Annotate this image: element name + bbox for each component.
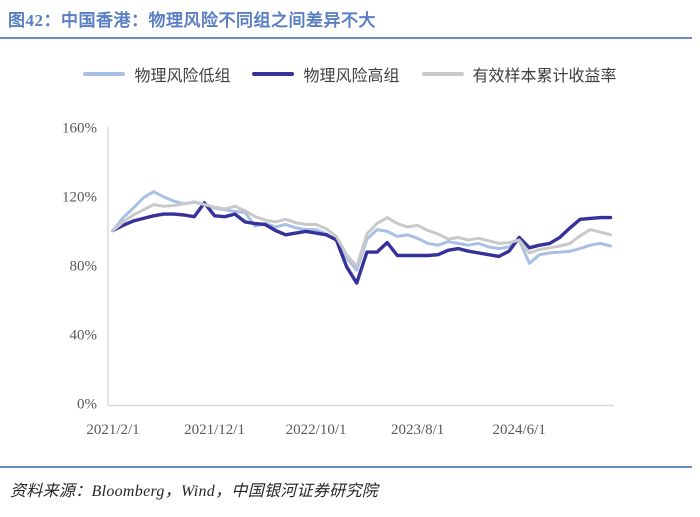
y-tick-label: 80% [70, 259, 98, 275]
legend-swatch [252, 72, 295, 76]
y-tick-label: 160% [62, 121, 97, 137]
series-line-2 [111, 200, 613, 269]
figure-title: 图42：中国香港：物理风险不同组之间差异不大 [8, 11, 376, 30]
y-tick-label: 120% [62, 190, 97, 206]
legend-item-1: 物理风险高组 [252, 62, 400, 86]
series-line-1 [111, 201, 613, 285]
legend-label: 有效样本累计收益率 [472, 68, 617, 85]
y-tick-label: 40% [70, 328, 98, 344]
x-tick-label: 2021/12/1 [184, 422, 245, 438]
legend-item-0: 物理风险低组 [83, 62, 230, 86]
x-tick-label: 2023/8/1 [391, 422, 444, 438]
legend-label: 物理风险低组 [134, 68, 231, 85]
line-chart: 0% 40% 80% 120% 160% 2021/2/1 2021/12/1 2022/10… [62, 121, 614, 438]
legend-swatch [83, 72, 126, 76]
legend-swatch [421, 72, 464, 76]
x-tick-label: 2022/10/1 [286, 422, 347, 438]
legend-label: 物理风险高组 [303, 68, 400, 85]
chart-legend: 物理风险低组 物理风险高组 有效样本累计收益率 [0, 62, 700, 86]
title-divider [0, 37, 692, 39]
chart-area: 0% 40% 80% 120% 160% 2021/2/1 2021/12/1 2022/10… [0, 100, 700, 445]
source-divider [0, 466, 692, 468]
source-note: 资料来源：Bloomberg，Wind，中国银河证券研究院 [10, 483, 379, 500]
x-tick-label: 2024/6/1 [493, 422, 546, 438]
x-tick-label: 2021/2/1 [86, 422, 139, 438]
legend-item-2: 有效样本累计收益率 [421, 62, 617, 86]
y-tick-label: 0% [77, 397, 97, 413]
